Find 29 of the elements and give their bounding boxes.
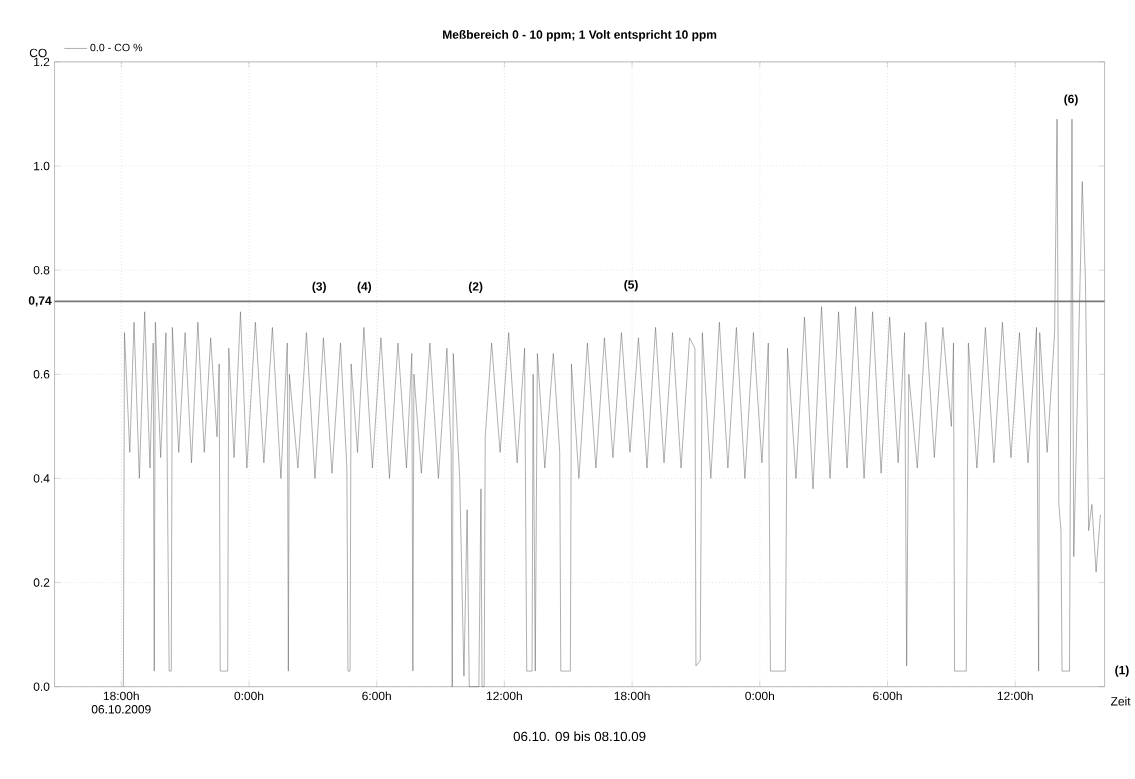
y-tick-label: 0.0 [33,682,50,692]
chart-title: Meßbereich 0 - 10 ppm; 1 Volt entspricht 10 ppm [443,30,717,42]
text: 06.10. 09 bis 08.10.09 [513,731,646,742]
annotation: (6) [1064,94,1078,106]
annotation: (3) [312,282,326,294]
text: (1) [1115,665,1129,677]
x-tick-label: 6:00h [873,691,902,701]
y-tick-label: 1.0 [34,162,50,171]
y-tick-label: 0.4 [33,474,50,483]
legend-label: 0.0 - CO % [90,43,143,52]
x-tick-label: 18:00h [614,691,650,701]
annotation: (4) [357,282,372,294]
y-tick-label: 0.2 [33,578,50,588]
x-tick-label: 18:00h [103,691,139,701]
y-tick-label: 1.2 [34,57,50,67]
text: 06.10.2009 [91,705,151,714]
y-axis-title: CO [29,48,47,58]
x-axis-title: Zeit [1110,696,1131,706]
y-tick-label: 0.6 [33,370,50,379]
y-tick-label: 0.8 [33,266,50,275]
x-tick-label: 0:00h [234,691,264,701]
line-series [123,119,1101,688]
x-tick-label: 12:00h [486,691,522,701]
annotation: (2) [468,282,483,294]
x-tick-label: 0:00h [745,691,775,701]
ref-line-label: 0,74 [28,296,52,307]
annotation: (5) [624,280,638,292]
x-tick-label: 6:00h [362,691,391,701]
x-tick-label: 12:00h [997,691,1033,701]
